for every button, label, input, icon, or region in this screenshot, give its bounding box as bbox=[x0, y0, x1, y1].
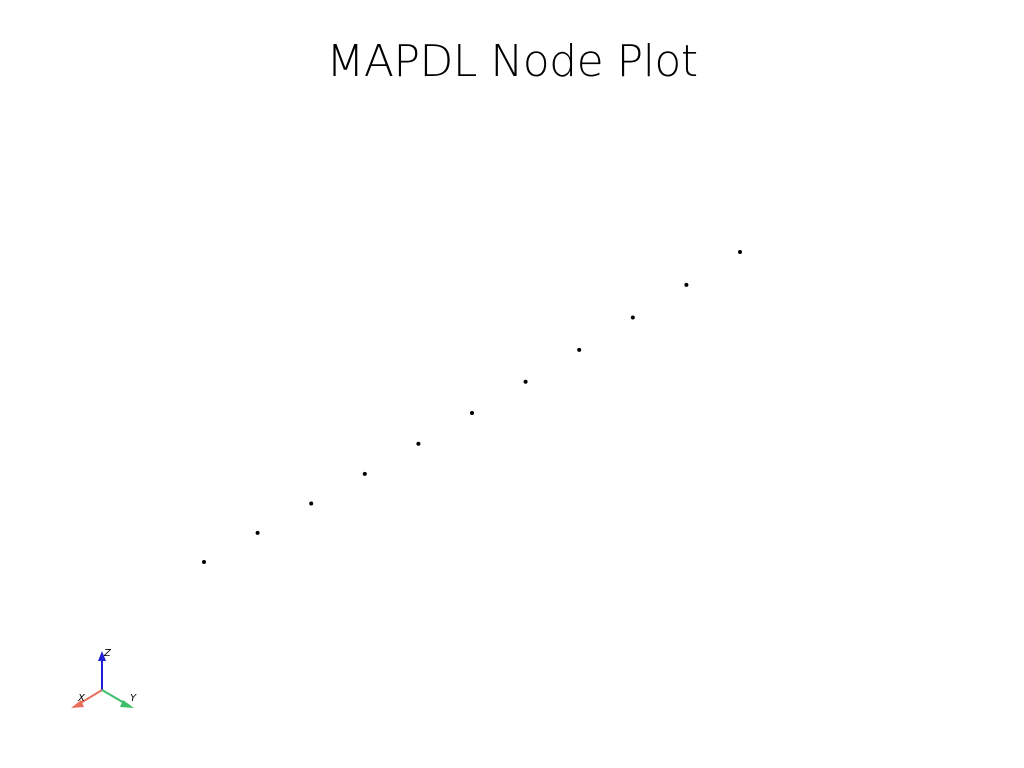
triad-y-axis bbox=[101, 689, 127, 705]
triad-x-arrowhead bbox=[71, 700, 84, 708]
node-point-9 bbox=[630, 315, 635, 320]
node-point-5 bbox=[416, 441, 421, 446]
triad-z-label: Z bbox=[103, 648, 112, 659]
node-point-7 bbox=[523, 379, 528, 384]
triad-z-arrowhead bbox=[98, 651, 106, 661]
orientation-triad: Z X Y bbox=[71, 648, 137, 708]
node-point-2 bbox=[255, 530, 260, 535]
node-point-11 bbox=[738, 250, 742, 254]
node-point-10 bbox=[684, 282, 689, 287]
triad-y-arrowhead bbox=[120, 700, 134, 708]
triad-y-label: Y bbox=[130, 693, 137, 704]
chart-title: MAPDL Node Plot bbox=[326, 36, 698, 87]
triad-x-label: X bbox=[77, 693, 86, 704]
node-points-layer bbox=[202, 250, 742, 564]
triad-x-axis bbox=[78, 689, 103, 705]
node-point-1 bbox=[202, 560, 206, 564]
node-point-8 bbox=[577, 347, 582, 352]
node-point-6 bbox=[470, 411, 474, 415]
node-point-4 bbox=[362, 471, 367, 476]
node-point-3 bbox=[309, 501, 314, 506]
